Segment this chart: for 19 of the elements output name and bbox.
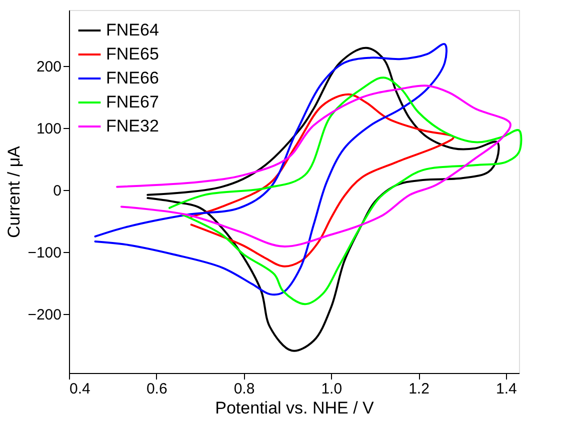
x-tick-label: 1.4 bbox=[496, 380, 517, 398]
legend-label: FNE65 bbox=[106, 44, 159, 64]
x-axis-title: Potential vs. NHE / V bbox=[215, 398, 375, 418]
legend-label: FNE64 bbox=[106, 20, 159, 40]
x-tick-label: 1.2 bbox=[408, 380, 430, 398]
x-tick-label: 0.8 bbox=[234, 380, 255, 398]
x-tick-label: 1.0 bbox=[321, 380, 342, 398]
y-tick-label: −200 bbox=[28, 306, 62, 324]
y-tick-label: 100 bbox=[36, 120, 62, 138]
y-tick-label: 200 bbox=[36, 58, 62, 76]
legend-label: FNE66 bbox=[106, 68, 159, 88]
y-axis-title: Current / μA bbox=[4, 145, 24, 238]
y-tick-label: −100 bbox=[28, 244, 62, 262]
legend-label: FNE67 bbox=[106, 92, 159, 112]
y-tick-label: 0 bbox=[53, 182, 62, 200]
legend-label: FNE32 bbox=[106, 116, 159, 136]
line-series bbox=[190, 93, 454, 268]
x-tick-label: 0.6 bbox=[146, 380, 168, 398]
x-tick-label: 0.4 bbox=[70, 380, 90, 398]
